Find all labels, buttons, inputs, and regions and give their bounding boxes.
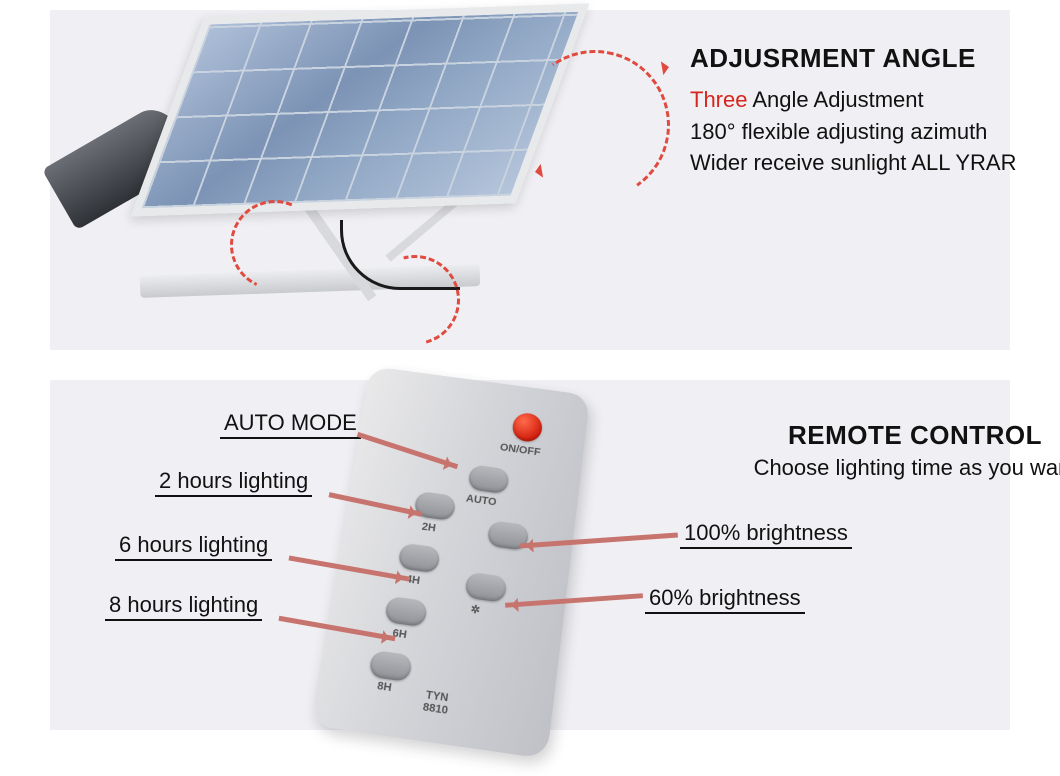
remote-control-panel: ON/OFF AUTO 2H 4H ✲ 6H 8H TYN 8810 AUTO … xyxy=(50,380,1010,730)
adjustment-line2: 180° flexible adjusting azimuth xyxy=(690,116,1060,148)
remote-text-block: REMOTE CONTROL Choose lighting time as y… xyxy=(750,420,1060,481)
6h-button[interactable] xyxy=(384,596,428,628)
callout-auto: AUTO MODE xyxy=(220,410,361,439)
60pct-label: ✲ xyxy=(470,602,481,616)
model-line2: 8810 xyxy=(422,701,449,717)
arrow-icon xyxy=(661,59,677,75)
highlight-word: Three xyxy=(690,87,747,112)
callout-60: 60% brightness xyxy=(645,585,805,614)
callout-8h: 8 hours lighting xyxy=(105,592,262,621)
line1-rest: Angle Adjustment xyxy=(747,87,923,112)
remote-model: TYN 8810 xyxy=(422,689,450,718)
2h-label: 2H xyxy=(421,521,437,534)
adjustment-line3: Wider receive sunlight ALL YRAR xyxy=(690,147,1060,179)
adjustment-angle-panel: ADJUSRMENT ANGLE Three Angle Adjustment … xyxy=(50,10,1010,350)
callout-100: 100% brightness xyxy=(680,520,852,549)
60pct-button[interactable] xyxy=(464,572,507,603)
callout-6h: 6 hours lighting xyxy=(115,532,272,561)
adjustment-title: ADJUSRMENT ANGLE xyxy=(690,40,1060,78)
solar-illustration xyxy=(80,10,680,350)
adjustment-line1: Three Angle Adjustment xyxy=(690,84,1060,116)
callout-2h: 2 hours lighting xyxy=(155,468,312,497)
8h-label: 8H xyxy=(376,680,392,694)
adjustment-text-block: ADJUSRMENT ANGLE Three Angle Adjustment … xyxy=(690,40,1060,179)
auto-label: AUTO xyxy=(465,493,497,509)
8h-button[interactable] xyxy=(368,650,412,682)
onoff-button[interactable] xyxy=(511,412,544,444)
arrow-icon xyxy=(527,164,543,180)
remote-title: REMOTE CONTROL xyxy=(750,420,1060,451)
remote-illustration: ON/OFF AUTO 2H 4H ✲ 6H 8H TYN 8810 AUTO … xyxy=(50,380,1010,730)
onoff-label: ON/OFF xyxy=(499,442,541,459)
4h-button[interactable] xyxy=(397,543,440,574)
auto-button[interactable] xyxy=(467,464,509,494)
remote-subtitle: Choose lighting time as you want xyxy=(750,455,1060,481)
